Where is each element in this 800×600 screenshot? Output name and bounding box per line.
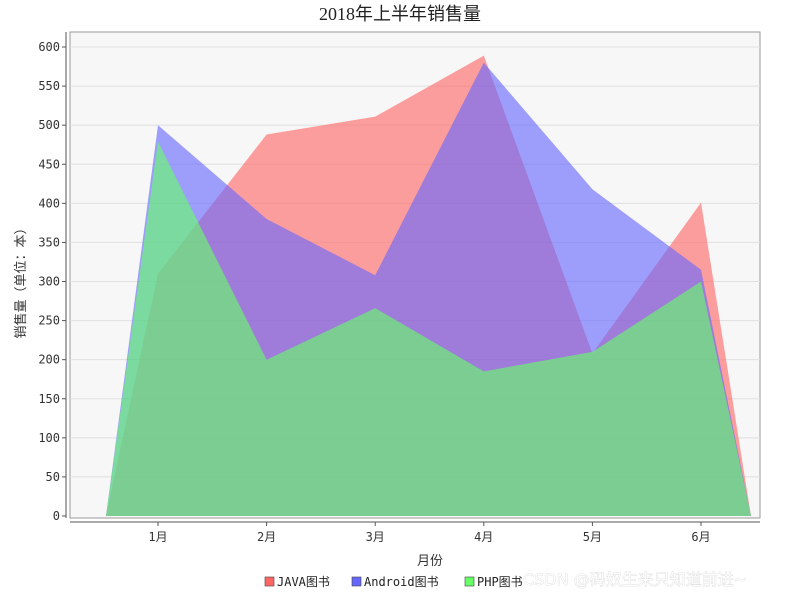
x-tick-labels: 1月 2月 3月 4月 5月 6月 bbox=[148, 522, 711, 544]
x-tick-label: 5月 bbox=[583, 530, 602, 544]
legend: JAVA图书 Android图书 PHP图书 bbox=[264, 575, 523, 589]
legend-swatch-1 bbox=[351, 576, 362, 587]
x-tick-label: 2月 bbox=[257, 530, 276, 544]
legend-swatch-2 bbox=[464, 576, 475, 587]
legend-swatch-0 bbox=[264, 576, 275, 587]
y-tick-label: 50 bbox=[46, 470, 60, 484]
y-tick-label: 550 bbox=[38, 79, 60, 93]
x-tick-label: 6月 bbox=[691, 530, 710, 544]
y-tick-labels: 0 50 100 150 200 250 300 350 400 450 500 550 600 bbox=[38, 40, 66, 523]
y-tick-label: 100 bbox=[38, 431, 60, 445]
y-axis-label: 销售量（单位：本） bbox=[13, 221, 29, 338]
chart-title: 2018年上半年销售量 bbox=[319, 4, 481, 24]
x-axis-label: 月份 bbox=[417, 554, 443, 569]
y-tick-label: 300 bbox=[38, 275, 60, 289]
x-tick-label: 3月 bbox=[366, 530, 385, 544]
area-series bbox=[106, 55, 751, 516]
axes bbox=[65, 32, 760, 523]
y-tick-label: 600 bbox=[38, 40, 60, 54]
y-tick-label: 400 bbox=[38, 196, 60, 210]
legend-label-2: PHP图书 bbox=[477, 575, 523, 589]
y-tick-label: 0 bbox=[53, 509, 60, 523]
y-tick-label: 500 bbox=[38, 118, 60, 132]
x-tick-label: 1月 bbox=[148, 530, 167, 544]
x-tick-label: 4月 bbox=[474, 530, 493, 544]
y-tick-label: 350 bbox=[38, 235, 60, 249]
y-tick-label: 250 bbox=[38, 314, 60, 328]
y-tick-label: 150 bbox=[38, 392, 60, 406]
watermark: CSDN @码奴生来只知道前进~ bbox=[523, 570, 747, 589]
legend-label-1: Android图书 bbox=[364, 575, 439, 589]
area-2 bbox=[106, 141, 751, 516]
y-tick-label: 450 bbox=[38, 157, 60, 171]
y-tick-label: 200 bbox=[38, 353, 60, 367]
legend-label-0: JAVA图书 bbox=[277, 575, 330, 589]
